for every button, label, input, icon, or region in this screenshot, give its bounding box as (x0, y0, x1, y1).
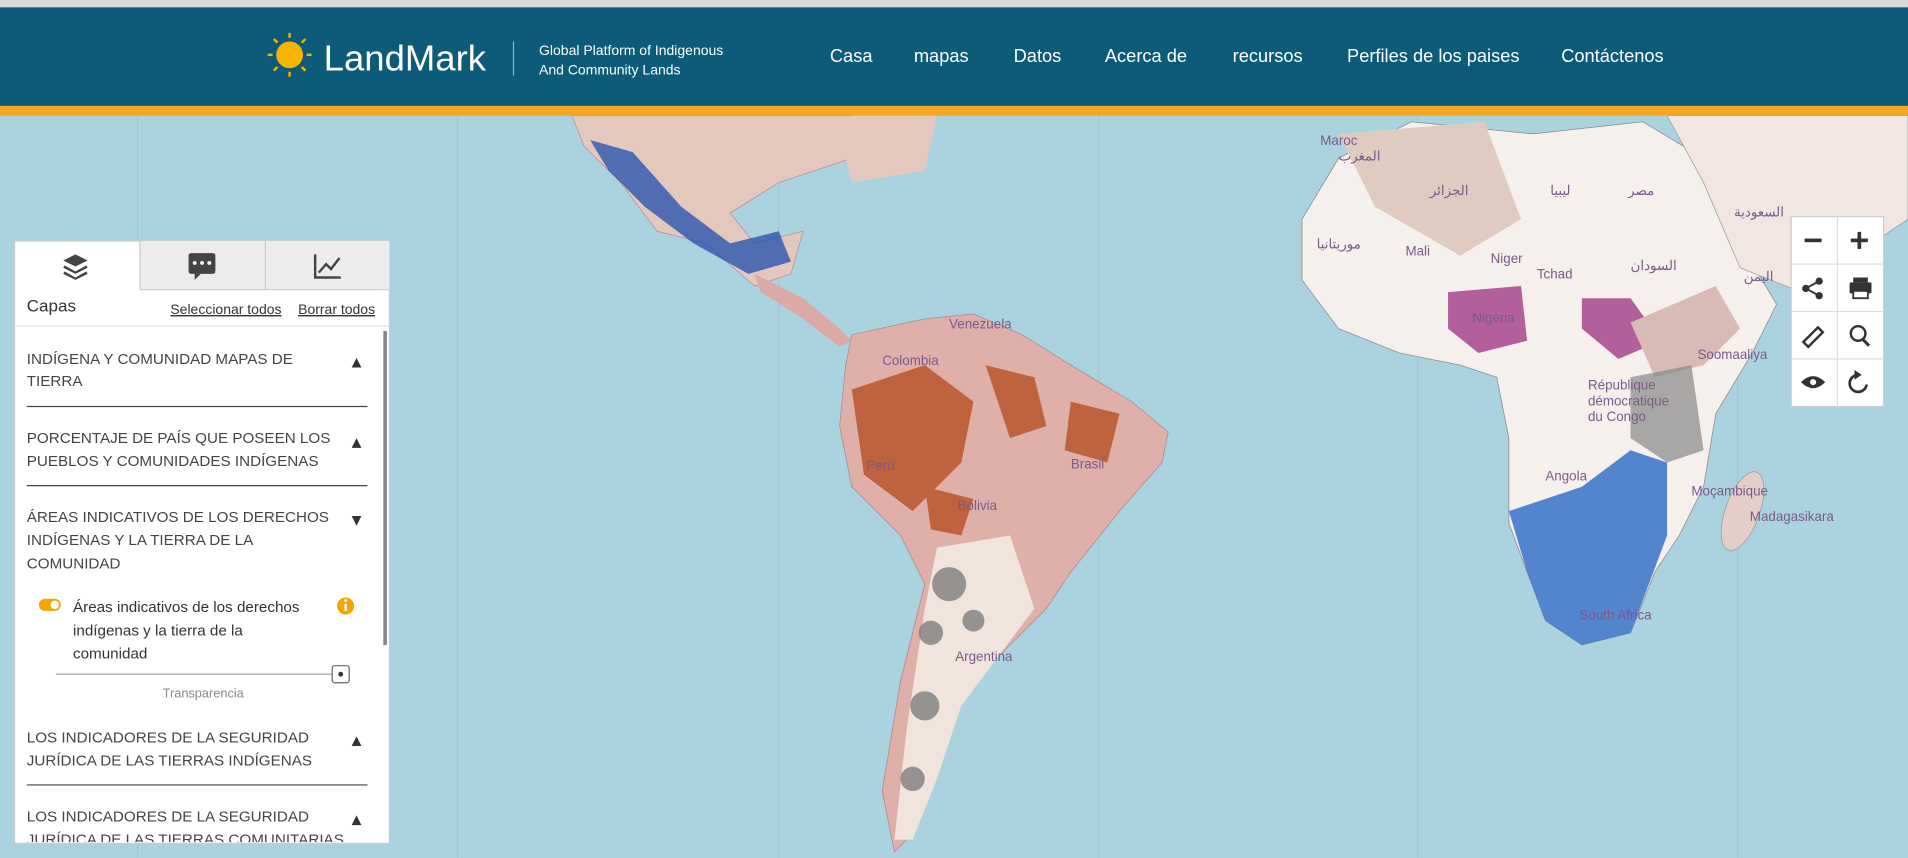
tagline: Global Platform of Indigenous (539, 42, 723, 58)
map-label: Venezuela (949, 317, 1012, 332)
map-label: République (1588, 377, 1656, 392)
nav-link[interactable]: Perfiles de los paises (1347, 45, 1519, 66)
legend-tab[interactable] (188, 253, 216, 280)
section[interactable]: ÁREAS INDICATIVOS DE LOS DERECHOS INDÍGE… (27, 509, 362, 572)
section-title: COMUNIDAD (27, 555, 121, 572)
map-label: ليبيا (1550, 183, 1570, 198)
map-label: مصر (1627, 183, 1654, 199)
map-label: Angola (1545, 469, 1587, 484)
zoom-in[interactable] (1850, 231, 1868, 249)
section-title: LOS INDICADORES DE LA SEGURIDAD (27, 808, 309, 825)
map-label: South Africa (1579, 607, 1652, 622)
layer-item: Áreas indicativos de los derechos indíge… (38, 597, 355, 700)
share[interactable] (1802, 277, 1823, 300)
logo[interactable]: LandMark Global Platform of Indigenous A… (267, 32, 724, 79)
reset[interactable] (1848, 369, 1868, 394)
nav-link[interactable]: Acerca de (1105, 45, 1187, 66)
layer-label: indígenas y la tierra de la (73, 622, 243, 639)
map-tools (1790, 216, 1885, 408)
map-label: Soomaaliya (1697, 347, 1767, 362)
nav-link[interactable]: Contáctenos (1561, 45, 1663, 66)
section-title: INDÍGENA Y COMUNIDAD MAPAS DE (27, 351, 293, 368)
section-title: INDÍGENAS Y LA TIERRA DE LA (27, 532, 254, 549)
section-title: JURÍDICA DE LAS TIERRAS COMUNITARIAS (27, 832, 344, 849)
map-label: Perú (866, 458, 894, 473)
map-label: السودان (1631, 258, 1677, 274)
map-label: Niger (1491, 251, 1524, 266)
section-title: LOS INDICADORES DE LA SEGURIDAD (27, 729, 309, 746)
scrollbar[interactable] (383, 331, 387, 645)
map-label: Mali (1405, 244, 1430, 259)
select-all[interactable]: Seleccionar todos (170, 301, 281, 317)
clear-all[interactable]: Borrar todos (298, 301, 375, 317)
map-label: Colombia (882, 353, 939, 368)
section[interactable]: LOS INDICADORES DE LA SEGURIDAD JURÍDICA… (26, 729, 368, 786)
section[interactable]: PORCENTAJE DE PAÍS QUE POSEEN LOS PUEBLO… (26, 430, 368, 487)
nav-link[interactable]: recursos (1233, 45, 1303, 66)
map-label: Tchad (1537, 267, 1573, 282)
nav-link[interactable]: Datos (1014, 45, 1062, 66)
measure[interactable] (1801, 325, 1825, 349)
header-stripe (0, 105, 1908, 116)
layer-label: Áreas indicativos de los derechos (73, 599, 300, 616)
map-label: اليمن (1744, 269, 1774, 285)
visibility[interactable] (1800, 376, 1826, 389)
chart-tab[interactable] (313, 254, 341, 279)
section-title: ÁREAS INDICATIVOS DE LOS DERECHOS (27, 509, 329, 526)
map-label: Argentina (955, 649, 1013, 664)
map-label: Madagasikara (1750, 509, 1835, 524)
layer-label: comunidad (73, 645, 147, 662)
section-title: PUEBLOS Y COMUNIDADES INDÍGENAS (27, 453, 319, 470)
nav-link[interactable]: mapas (914, 45, 969, 66)
map-label: المغرب (1339, 149, 1381, 165)
section-title: PORCENTAJE DE PAÍS QUE POSEEN LOS (27, 430, 331, 447)
sidebar: Capas Seleccionar todos Borrar todos IND… (13, 240, 390, 848)
map-label: démocratique (1588, 393, 1669, 408)
header (0, 7, 1908, 106)
map-label: الجزائر (1429, 183, 1469, 199)
section-title: JURÍDICA DE LAS TIERRAS INDÍGENAS (27, 752, 312, 769)
section[interactable]: INDÍGENA Y COMUNIDAD MAPAS DE TIERRA (26, 351, 368, 408)
search[interactable] (1849, 324, 1871, 347)
tagline: And Community Lands (539, 61, 680, 77)
map-label: Bolivia (958, 498, 998, 513)
logo-text: LandMark (324, 38, 487, 79)
map-label: Nigeria (1472, 311, 1515, 326)
map-label: Maroc (1320, 133, 1357, 148)
map-label: Brasil (1071, 457, 1104, 472)
tab-title: Capas (27, 297, 76, 316)
browser-bar (0, 0, 1908, 8)
section-title: TIERRA (27, 373, 84, 390)
map-label: السعودية (1734, 205, 1784, 221)
map-label: موريتانيا (1317, 236, 1361, 252)
nav-link[interactable]: Casa (830, 45, 873, 66)
section[interactable]: LOS INDICADORES DE LA SEGURIDAD JURÍDICA… (27, 808, 362, 848)
map-label: Moçambique (1691, 483, 1768, 498)
zoom-out[interactable] (1804, 238, 1822, 243)
print[interactable] (1849, 277, 1872, 300)
slider-label: Transparencia (163, 685, 245, 700)
map-label: du Congo (1588, 409, 1646, 424)
